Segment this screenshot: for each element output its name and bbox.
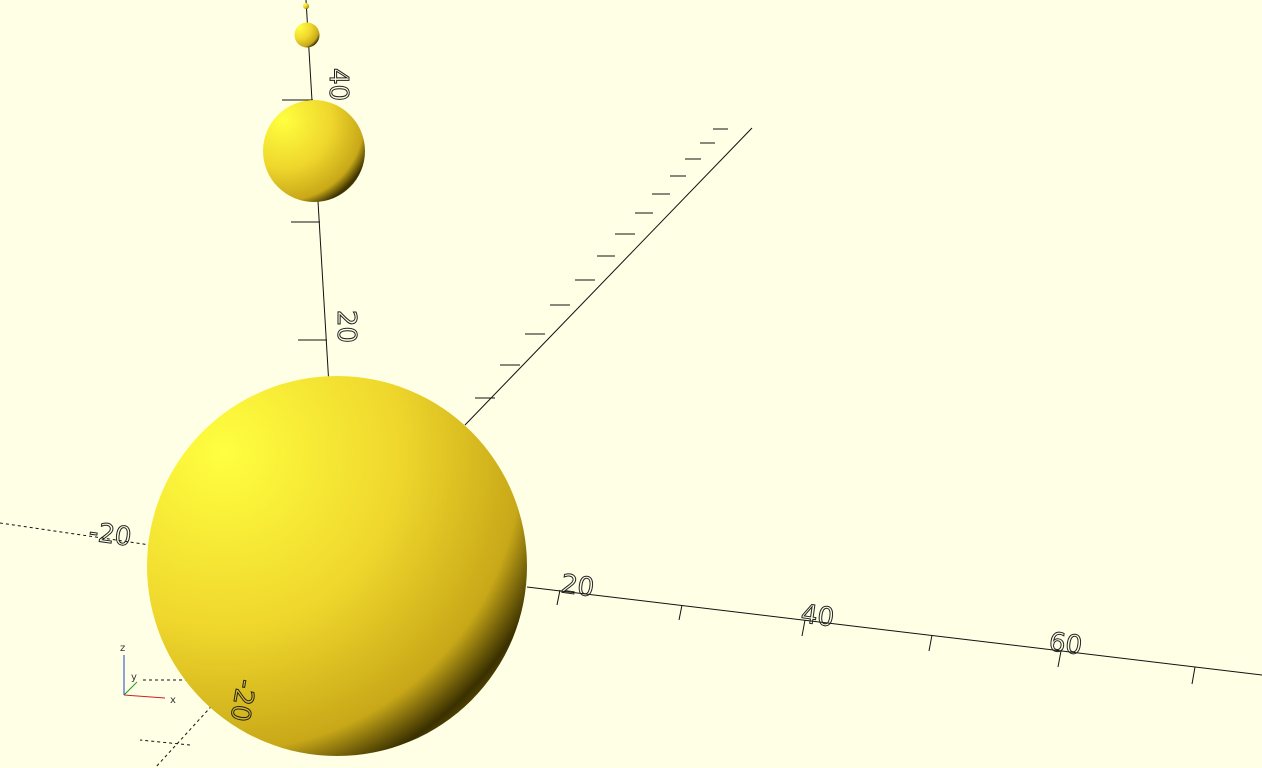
tick [1057,650,1062,668]
tick [801,619,806,637]
z-axis-label: 20 [331,310,361,343]
sphere [294,22,320,48]
tick [1191,666,1196,685]
indicator-x [123,694,166,699]
x-axis-label: 20 [559,569,596,603]
x-axis-label: 60 [1047,627,1084,661]
z-axis-label: 40 [323,68,353,101]
indicator-label: z [120,643,125,654]
sphere [303,3,309,9]
x-axis-label: -20 [87,517,133,553]
indicator-label: x [170,695,176,706]
tick [928,634,933,652]
y-ticks [475,128,728,399]
indicator-y [123,681,138,696]
indicator-label: y [131,672,137,683]
tick [678,604,683,621]
x-axis-label: 40 [799,599,836,633]
grid-dash [139,739,191,746]
sphere [263,100,365,202]
x-axis [526,586,1262,676]
sphere [147,376,527,756]
tick [556,589,561,606]
y-axis [464,127,753,426]
x-axis-negative [0,522,151,546]
